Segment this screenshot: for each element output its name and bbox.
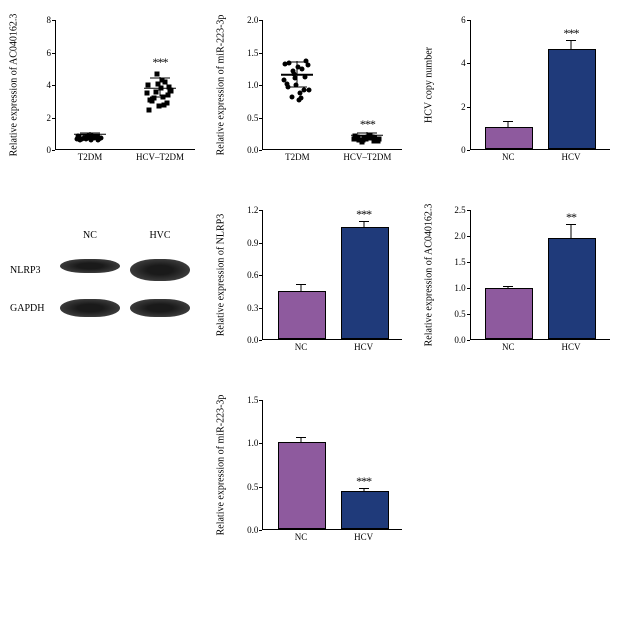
wb-column-label: HVC [130,230,190,241]
data-point [169,88,174,93]
wb-band [60,259,120,273]
scatter-mir223-clinical: 0.00.51.01.52.0Relative expression of mi… [217,10,412,185]
data-point [299,95,304,100]
y-axis-label: Relative expression of AC040162.3 [9,14,20,157]
wb-row-label: GAPDH [10,303,60,314]
data-point [300,67,305,72]
data-point [162,102,167,107]
significance-marker: *** [153,55,168,70]
bar-hcv-copy: 0246HCV copy numberNCHCV*** [425,10,620,185]
wb-column-label: NC [60,230,120,241]
wb-band [130,259,190,281]
data-point [147,107,152,112]
significance-marker: *** [356,207,371,222]
bar-ac040162-cell: 0.00.51.01.52.02.5Relative expression of… [425,200,620,375]
x-tick-label: NC [295,342,308,352]
western-blot: NC HVC NLRP3 GAPDH [10,200,205,375]
y-axis-label: Relative expression of AC040162.3 [423,204,434,347]
data-point [376,136,381,141]
data-point [156,104,161,109]
bar-nlrp3: 0.00.30.60.91.2Relative expression of NL… [217,200,412,375]
significance-marker: *** [356,474,371,489]
bar [485,127,533,149]
data-point [153,89,158,94]
wb-band [60,299,120,317]
data-point [163,79,168,84]
data-point [149,99,154,104]
x-tick-label: HCV [354,532,373,542]
bar [548,49,596,149]
x-tick-label: T2DM [78,152,103,162]
data-point [154,71,159,76]
bar [485,288,533,339]
data-point [145,91,150,96]
bar [341,227,389,339]
data-point [356,138,361,143]
y-axis-label: Relative expression of miR-223-3p [216,15,227,156]
scatter-ac040162-clinical: 02468Relative expression of AC040162.3T2… [10,10,205,185]
y-axis-label: Relative expression of miR-223-3p [216,395,227,536]
data-point [99,136,104,141]
significance-marker: ** [566,210,576,225]
bar [548,238,596,339]
data-point [289,94,294,99]
bar-mir223-cell: 0.00.51.01.5Relative expression of miR-2… [217,390,412,565]
x-tick-label: NC [295,532,308,542]
bar [278,291,326,339]
x-tick-label: HCV–T2DM [343,152,391,162]
x-tick-label: HCV [561,152,580,162]
y-axis-label: HCV copy number [423,47,434,123]
data-point [79,137,84,142]
data-point [364,137,369,142]
x-tick-label: HCV–T2DM [136,152,184,162]
wb-row-label: NLRP3 [10,265,60,276]
x-tick-label: NC [502,152,515,162]
y-axis-label: Relative expression of NLRP3 [216,214,227,336]
x-tick-label: T2DM [285,152,310,162]
significance-marker: *** [360,117,375,132]
x-tick-label: HCV [561,342,580,352]
data-point [306,88,311,93]
x-tick-label: HCV [354,342,373,352]
data-point [86,135,91,140]
significance-marker: *** [563,26,578,41]
bar [278,442,326,529]
wb-band [130,299,190,317]
x-tick-label: NC [502,342,515,352]
data-point [305,63,310,68]
bar [341,491,389,529]
